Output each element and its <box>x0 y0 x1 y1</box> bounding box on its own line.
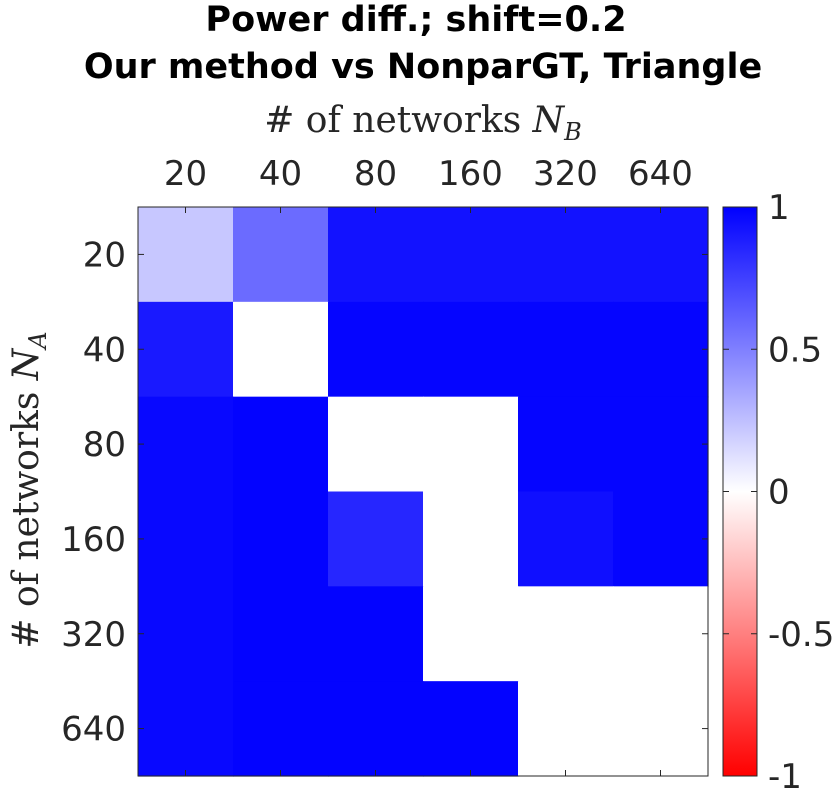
heatmap-cell <box>613 681 709 777</box>
colorbar-tick-label: -0.5 <box>768 615 834 655</box>
heatmap-cell <box>328 301 424 398</box>
chart-title-line-1: Power diff.; shift=0.2 <box>205 0 626 40</box>
heatmap-cell <box>613 586 709 682</box>
x-tick-label: 20 <box>164 154 207 194</box>
heatmap-cell <box>423 681 519 777</box>
x-tick-label: 40 <box>259 154 302 194</box>
y-tick-label: 40 <box>83 330 126 370</box>
colorbar-tick-label: 0.5 <box>768 330 822 370</box>
y-axis-label: # of networks NA <box>6 331 52 648</box>
heatmap-cell <box>233 681 329 777</box>
y-tick-label: 160 <box>61 520 126 560</box>
y-tick-label: 320 <box>61 615 126 655</box>
plot-frame <box>137 206 709 777</box>
y-tick-labels: 20 40 80 160 320 640 <box>61 235 126 749</box>
heatmap-cell <box>613 491 709 587</box>
x-tick-label: 320 <box>533 154 598 194</box>
heatmap-cell <box>233 207 329 303</box>
heatmap-cells <box>138 207 709 777</box>
x-axis-label: # of networks NB <box>264 100 582 146</box>
heatmap-cell <box>423 586 519 682</box>
heatmap-cell <box>423 301 519 398</box>
axis-tick-marks <box>138 207 708 776</box>
heatmap-cell <box>233 396 329 493</box>
heatmap-cell <box>518 681 614 777</box>
heatmap-cell <box>613 396 709 493</box>
heatmap-cell <box>328 396 424 493</box>
y-tick-label: 80 <box>83 425 126 465</box>
heatmap-cell <box>518 586 614 682</box>
heatmap-cell <box>138 396 234 493</box>
heatmap-cell <box>518 491 614 587</box>
heatmap-cell <box>328 207 424 303</box>
heatmap-cell <box>138 207 234 303</box>
x-tick-label: 80 <box>354 154 397 194</box>
chart-title-line-2: Our method vs NonparGT, Triangle <box>84 47 762 87</box>
colorbar-tick-label: 1 <box>768 188 790 228</box>
heatmap-cell <box>518 207 614 303</box>
heatmap-cell <box>328 491 424 587</box>
heatmap-cell <box>423 207 519 303</box>
heatmap-cell <box>423 396 519 493</box>
x-tick-labels: 20 40 80 160 320 640 <box>164 154 693 194</box>
heatmap-cell <box>138 586 234 682</box>
heatmap-cell <box>613 207 709 303</box>
colorbar-ticks: 1 0.5 0 -0.5 -1 <box>723 188 834 793</box>
heatmap-cell <box>613 301 709 398</box>
heatmap-cell <box>518 396 614 493</box>
heatmap-cell <box>328 586 424 682</box>
x-tick-label: 160 <box>438 154 503 194</box>
heatmap-cell <box>138 301 234 398</box>
heatmap-cell <box>233 491 329 587</box>
heatmap-cell <box>518 301 614 398</box>
heatmap-cell <box>423 491 519 587</box>
heatmap-cell <box>328 681 424 777</box>
y-tick-label: 640 <box>61 710 126 750</box>
heatmap-cell <box>138 491 234 587</box>
y-tick-label: 20 <box>83 235 126 275</box>
x-tick-label: 640 <box>628 154 693 194</box>
colorbar-tick-label: 0 <box>768 473 790 513</box>
heatmap-cell <box>233 301 329 398</box>
colorbar-tick-label: -1 <box>768 757 802 793</box>
heatmap-cell <box>233 586 329 682</box>
heatmap-cell <box>138 681 234 777</box>
